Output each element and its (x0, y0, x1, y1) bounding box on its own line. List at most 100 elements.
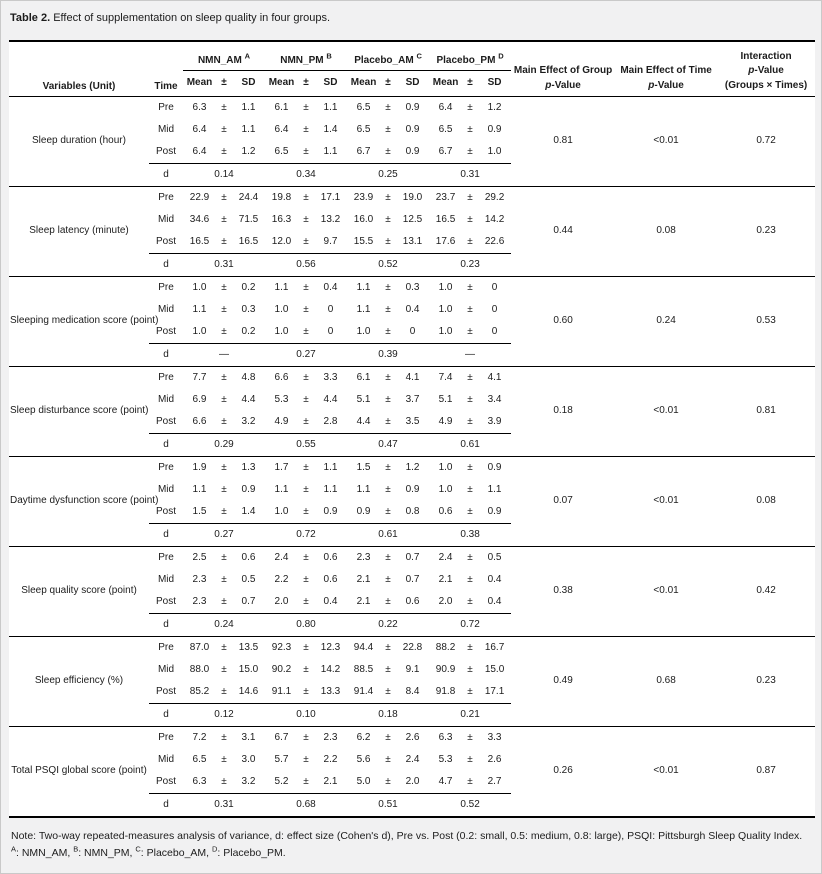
mean-value: 1.5 (192, 505, 207, 517)
mean-value: 0.9 (356, 505, 371, 517)
sd-value: 8.4 (405, 685, 420, 697)
mean-value: 16.5 (189, 235, 210, 247)
sd-value: 1.1 (323, 461, 338, 473)
mean-value: 5.3 (438, 753, 453, 765)
mean-value: 88.0 (189, 663, 210, 675)
measurement-row: Post 6.3 ±3.2 5.2 ±2.1 5.0 ±2.0 4.7 ±2.7 (9, 771, 815, 794)
mean-value: 16.0 (353, 213, 374, 225)
plus-minus-sign: ± (385, 775, 391, 787)
variable-name: Sleep disturbance score (point) (10, 405, 149, 417)
d-value: 0.31 (429, 163, 512, 187)
sd-value: 3.2 (241, 415, 256, 427)
sd-value: 3.7 (405, 393, 420, 405)
sd-value: 0.9 (405, 123, 420, 135)
sd-value: 0.6 (323, 573, 338, 585)
variable-name: Sleeping medication score (point) (10, 315, 159, 327)
plus-minus-sign: ± (303, 123, 309, 135)
col-header-group-placebo-am: Placebo_AM C (347, 41, 430, 71)
d-value: 0.52 (347, 253, 430, 277)
plus-minus-sign: ± (221, 191, 227, 203)
p-value-time: 0.68 (656, 675, 676, 687)
mean-value: 1.0 (438, 483, 453, 495)
header-row-groups: Variables (Unit) Time NMN_AM A NMN_PM B … (9, 41, 815, 92)
mean-value: 19.8 (271, 191, 292, 203)
mean-value: 1.1 (356, 483, 371, 495)
sd-value: 0.9 (323, 505, 338, 517)
plus-minus-sign: ± (385, 595, 391, 607)
plus-minus-sign: ± (221, 595, 227, 607)
time-label: Pre (158, 191, 174, 203)
p-suffix: -Value (551, 79, 581, 91)
footnote-superscript: B (73, 844, 79, 854)
footnote-text: : Placebo_AM, (140, 846, 212, 859)
sd-value: 16.5 (238, 235, 259, 247)
plus-minus-sign: ± (221, 145, 227, 157)
plus-minus-sign: ± (467, 325, 473, 337)
p-value-time: <0.01 (653, 765, 679, 777)
d-label: d (149, 523, 183, 547)
plus-minus-sign: ± (221, 663, 227, 675)
mean-value: 6.5 (274, 145, 289, 157)
plus-minus-sign: ± (467, 415, 473, 427)
mean-value: 6.3 (192, 101, 207, 113)
table-number-label: Table 2. (10, 12, 51, 24)
sd-value: 29.2 (484, 191, 505, 203)
mean-value: 6.2 (356, 731, 371, 743)
plus-minus-sign: ± (385, 551, 391, 563)
mean-value: 7.4 (438, 371, 453, 383)
d-value: 0.51 (347, 793, 430, 817)
mean-value: 0.6 (438, 505, 453, 517)
sd-value: 9.1 (405, 663, 420, 675)
p-value-interaction: 0.72 (756, 135, 776, 147)
sd-value: 4.4 (323, 393, 338, 405)
plus-minus-sign: ± (467, 775, 473, 787)
d-value: 0.21 (429, 703, 512, 727)
sd-value: 1.2 (487, 101, 502, 113)
sd-value: 0.7 (405, 551, 420, 563)
plus-minus-sign: ± (467, 483, 473, 495)
plus-minus-sign: ± (303, 303, 309, 315)
col-header-group-placebo-pm: Placebo_PM D (429, 41, 512, 71)
variable-block: Sleep quality score (point) Pre 2.5 ±0.6 2.4… (9, 547, 816, 637)
plus-minus-sign: ± (385, 731, 391, 743)
sd-value: 3.2 (241, 775, 256, 787)
mean-value: 5.2 (274, 775, 289, 787)
time-label: Mid (157, 213, 175, 225)
mean-value: 23.9 (353, 191, 374, 203)
d-value: 0.72 (265, 523, 348, 547)
p-value-group: 0.44 (553, 225, 573, 237)
plus-minus-sign: ± (303, 775, 309, 787)
footnote-text: Note: Two-way repeated-measures analysis… (11, 830, 803, 842)
plus-minus-sign: ± (385, 393, 391, 405)
plus-minus-sign: ± (303, 483, 309, 495)
p-header-line2: p-Value (512, 79, 614, 94)
time-label: Post (155, 505, 176, 517)
d-value: 0.29 (183, 433, 265, 457)
mean-value: 2.4 (274, 551, 289, 563)
mean-value: 2.3 (192, 595, 207, 607)
mean-value: 7.2 (192, 731, 207, 743)
plus-minus-sign: ± (221, 551, 227, 563)
p-header-line2: p-Value (616, 79, 716, 94)
sd-value: 3.3 (487, 731, 502, 743)
plus-minus-sign: ± (385, 325, 391, 337)
measurement-row: Mid 6.5 ±3.0 5.7 ±2.2 5.6 ±2.4 5.3 ±2.6 (9, 749, 815, 771)
plus-minus-sign: ± (467, 753, 473, 765)
sd-value: 1.1 (487, 483, 502, 495)
plus-minus-sign: ± (303, 461, 309, 473)
plus-minus-sign: ± (303, 281, 309, 293)
measurement-row: Mid 1.1 ±0.3 1.0 ±0 1.1 ±0.4 1.0 ±0 (9, 299, 815, 321)
measurement-row: Post 1.0 ±0.2 1.0 ±0 1.0 ±0 1.0 ±0 (9, 321, 815, 344)
d-value: 0.38 (429, 523, 512, 547)
mean-value: 87.0 (189, 641, 210, 653)
plus-minus-sign: ± (467, 101, 473, 113)
effect-size-row: d —0.27 0.39— (9, 343, 815, 367)
mean-value: 6.4 (192, 123, 207, 135)
sd-value: 0 (327, 303, 334, 315)
effect-size-row: d 0.14 0.34 0.25 0.31 (9, 163, 815, 187)
measurement-row: Post 1.5 ±1.4 1.0 ±0.9 0.9 ±0.8 0.6 ±0.9 (9, 501, 815, 524)
plus-minus-sign: ± (385, 573, 391, 585)
sd-value: 0.9 (405, 101, 420, 113)
mean-value: 23.7 (435, 191, 456, 203)
plus-minus-sign: ± (385, 281, 391, 293)
